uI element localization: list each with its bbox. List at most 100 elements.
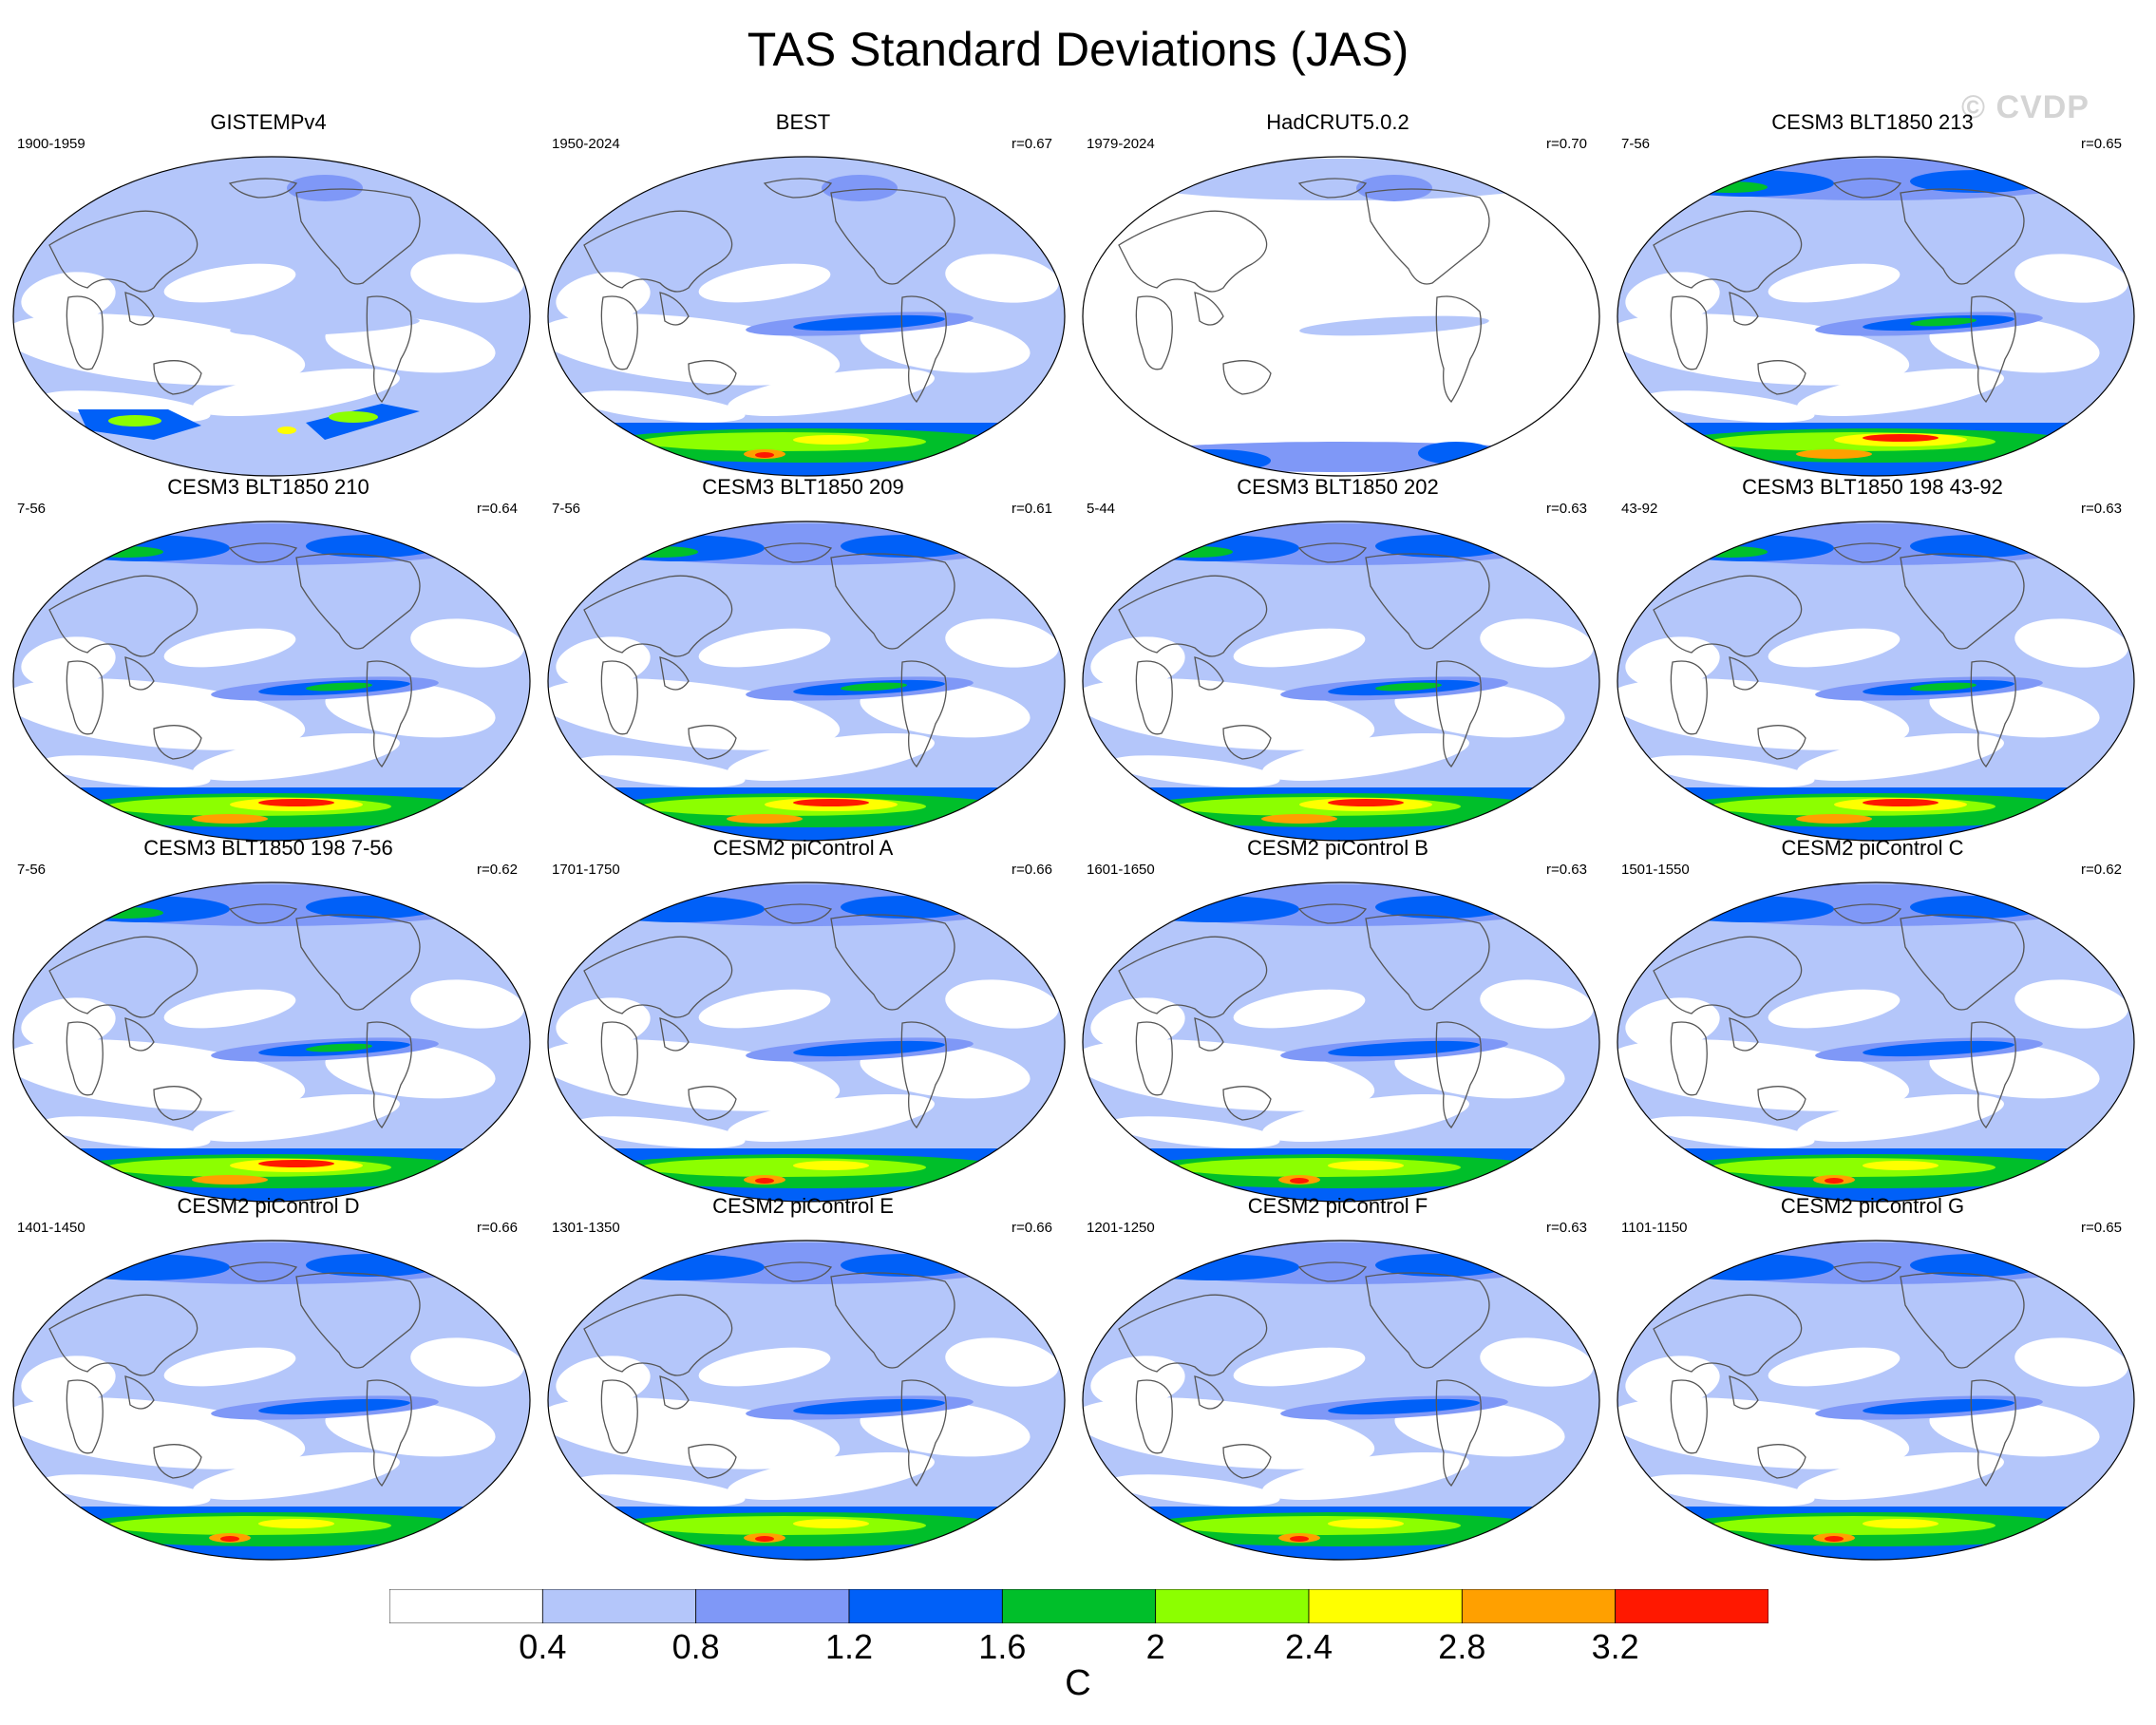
antarctic-high-variability [641, 1516, 926, 1535]
coastline [1297, 178, 1368, 199]
low-variability-region [2014, 1337, 2128, 1387]
coastline [583, 936, 733, 1018]
antarctic-max [1290, 1178, 1309, 1184]
colorbar [389, 1589, 1768, 1623]
coastline [900, 660, 947, 768]
robinson-map [1617, 1240, 2135, 1561]
low-variability-region [193, 1093, 400, 1143]
panel-years: 1601-1650 [1087, 862, 1155, 878]
map-border [547, 521, 1066, 842]
antarctic-variability [1113, 442, 1569, 472]
robinson-map [547, 156, 1066, 477]
robinson-map [1082, 1240, 1600, 1561]
coastline [1297, 903, 1368, 924]
coastline [48, 936, 199, 1018]
low-variability-region [698, 628, 831, 668]
coastline [1365, 188, 1490, 285]
antarctic-peak [1261, 814, 1337, 824]
arctic-high-variability [1692, 546, 1768, 558]
panel-years: 1701-1750 [552, 862, 620, 878]
coastline [1135, 660, 1173, 735]
siberia-variability [1128, 1254, 1299, 1280]
panel-title: CESM3 BLT1850 198 43-92 [1742, 475, 2003, 499]
coastline [900, 295, 947, 404]
coastline [1653, 575, 1803, 657]
coastline [659, 292, 690, 326]
coastline [295, 1272, 421, 1369]
enso-core [793, 1040, 945, 1057]
low-variability-region [1480, 618, 1594, 668]
coastline [1222, 1086, 1272, 1121]
low-variability-region [1319, 285, 1564, 386]
low-variability-region [163, 628, 296, 668]
antarctic-max [1825, 1536, 1844, 1542]
coastline [124, 1375, 155, 1410]
panel-correlation: r=0.70 [1546, 136, 1587, 152]
map-border [547, 156, 1066, 477]
map-panel: CESM3 BLT1850 209 7-56 r=0.61 [535, 475, 1071, 842]
coastline [900, 1021, 947, 1129]
low-variability-region [575, 1116, 746, 1148]
panel-correlation: r=0.66 [1012, 862, 1052, 878]
panel-correlation: r=0.65 [2081, 1220, 2122, 1236]
low-variability-region [1768, 628, 1901, 668]
antarctic-high-variability [329, 411, 378, 423]
enso-peak [1910, 682, 1976, 692]
antarctic-high-variability [1711, 1158, 1995, 1177]
antarctic-peak [727, 814, 803, 824]
low-variability-region [575, 1474, 746, 1507]
colorbar-tick-label: 1.6 [978, 1627, 1027, 1666]
colorbar-tick-label: 2 [1145, 1627, 1165, 1666]
map-border [1617, 881, 2135, 1203]
antarctic-peak [1863, 1519, 1939, 1528]
map-border [1082, 1240, 1600, 1561]
coastline [228, 903, 298, 924]
low-variability-region [163, 263, 296, 303]
colorbar-segment [1615, 1589, 1768, 1623]
map-border [12, 156, 531, 477]
coastline [366, 1021, 412, 1129]
antarctic-peak [258, 1519, 334, 1528]
panel-years: 7-56 [17, 862, 47, 878]
low-variability-region [1480, 979, 1594, 1029]
panel-correlation: r=0.66 [477, 1220, 518, 1236]
map-panel: CESM3 BLT1850 198 7-56 7-56 r=0.62 [0, 836, 537, 1203]
low-variability-region [1797, 368, 2004, 417]
coastline [1194, 1017, 1224, 1052]
low-variability-region [945, 979, 1059, 1029]
antarctic-max [1825, 1178, 1844, 1184]
coastline [688, 1444, 737, 1479]
low-variability-region [575, 390, 746, 423]
low-variability-region [728, 732, 935, 782]
low-variability-region [1768, 1347, 1901, 1387]
antarctic-peak [192, 814, 268, 824]
enso-core [793, 314, 945, 332]
coastline [1653, 210, 1803, 293]
coastline [763, 1261, 833, 1282]
coastline [124, 1017, 155, 1052]
antarctic-high-variability [1176, 1516, 1461, 1535]
coastline [1222, 360, 1272, 395]
robinson-map [12, 881, 531, 1203]
robinson-map [547, 521, 1066, 842]
coastline [1970, 1021, 2016, 1129]
arctic-variability-band [1123, 159, 1560, 200]
arctic-high-variability [87, 546, 163, 558]
panel-years: 1501-1550 [1621, 862, 1690, 878]
coastline [1729, 292, 1759, 326]
coastline [1757, 1086, 1806, 1121]
antarctic-peak [793, 1161, 869, 1170]
antarctic-peak [1796, 814, 1872, 824]
coastline [1900, 188, 2025, 285]
arctic-moderate-variability [1356, 175, 1432, 201]
coastline [600, 660, 638, 735]
coastline [763, 542, 833, 563]
coastline [1900, 1272, 2025, 1369]
coastline [1435, 295, 1482, 404]
colorbar-segment [1308, 1589, 1463, 1623]
low-variability-region [40, 755, 211, 787]
coastline [600, 295, 638, 370]
arctic-moderate-variability [822, 175, 898, 201]
coastline [153, 1444, 202, 1479]
map-border [1617, 521, 2135, 842]
